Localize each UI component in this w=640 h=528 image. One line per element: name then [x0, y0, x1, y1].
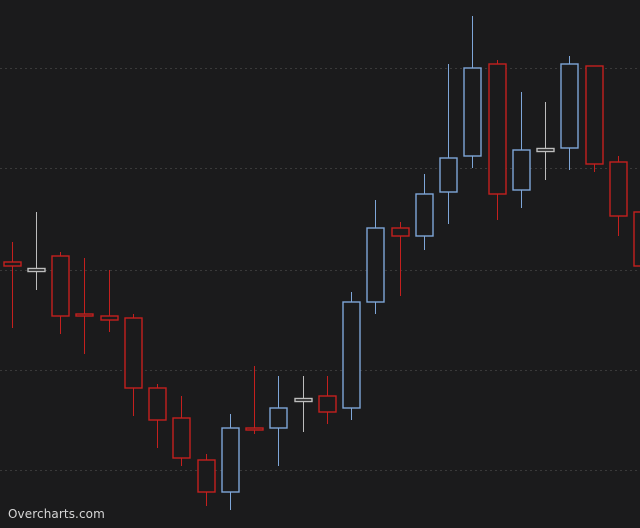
candle-body — [294, 397, 313, 403]
grid-lines — [0, 68, 640, 471]
candle — [585, 65, 604, 172]
candle-body — [633, 211, 640, 267]
candle — [560, 56, 579, 170]
candle-body — [463, 67, 482, 157]
candle — [439, 64, 458, 224]
candle-body — [27, 267, 46, 273]
candle — [488, 60, 507, 220]
candle — [342, 292, 361, 420]
candle-body — [197, 459, 216, 493]
candle-body — [609, 161, 628, 217]
candle — [100, 270, 119, 332]
candle-body — [318, 395, 337, 413]
candle — [318, 376, 337, 424]
candle-body — [536, 147, 555, 153]
candle-body — [560, 63, 579, 149]
candle — [269, 376, 288, 466]
candle-body — [221, 427, 240, 493]
candle — [27, 212, 46, 290]
candle-body — [148, 387, 167, 421]
candles — [3, 16, 640, 510]
watermark-label: Overcharts.com — [8, 507, 105, 521]
candle — [172, 396, 191, 466]
candle — [415, 174, 434, 250]
candle — [366, 200, 385, 314]
candle — [294, 376, 313, 432]
candle-body — [245, 427, 264, 431]
candle-body — [439, 157, 458, 193]
candle-body — [75, 313, 94, 317]
candle-body — [269, 407, 288, 429]
candle — [75, 258, 94, 354]
candle-body — [3, 261, 22, 267]
candle-body — [124, 317, 143, 389]
candle — [148, 384, 167, 448]
candle-body — [100, 315, 119, 321]
candle-body — [366, 227, 385, 303]
candle-body — [51, 255, 70, 317]
candle-body — [488, 63, 507, 195]
candle — [633, 211, 640, 267]
candle — [51, 252, 70, 334]
candle — [512, 92, 531, 208]
candle — [124, 314, 143, 416]
candle-body — [415, 193, 434, 237]
candle — [221, 414, 240, 510]
candle — [391, 222, 410, 296]
candle-body — [391, 227, 410, 237]
candle — [3, 242, 22, 328]
candle — [536, 102, 555, 180]
candle-body — [585, 65, 604, 165]
candle-body — [342, 301, 361, 409]
candle — [245, 366, 264, 434]
candle — [609, 156, 628, 236]
candle-body — [172, 417, 191, 459]
candle-body — [512, 149, 531, 191]
candle — [463, 16, 482, 168]
candle — [197, 454, 216, 506]
